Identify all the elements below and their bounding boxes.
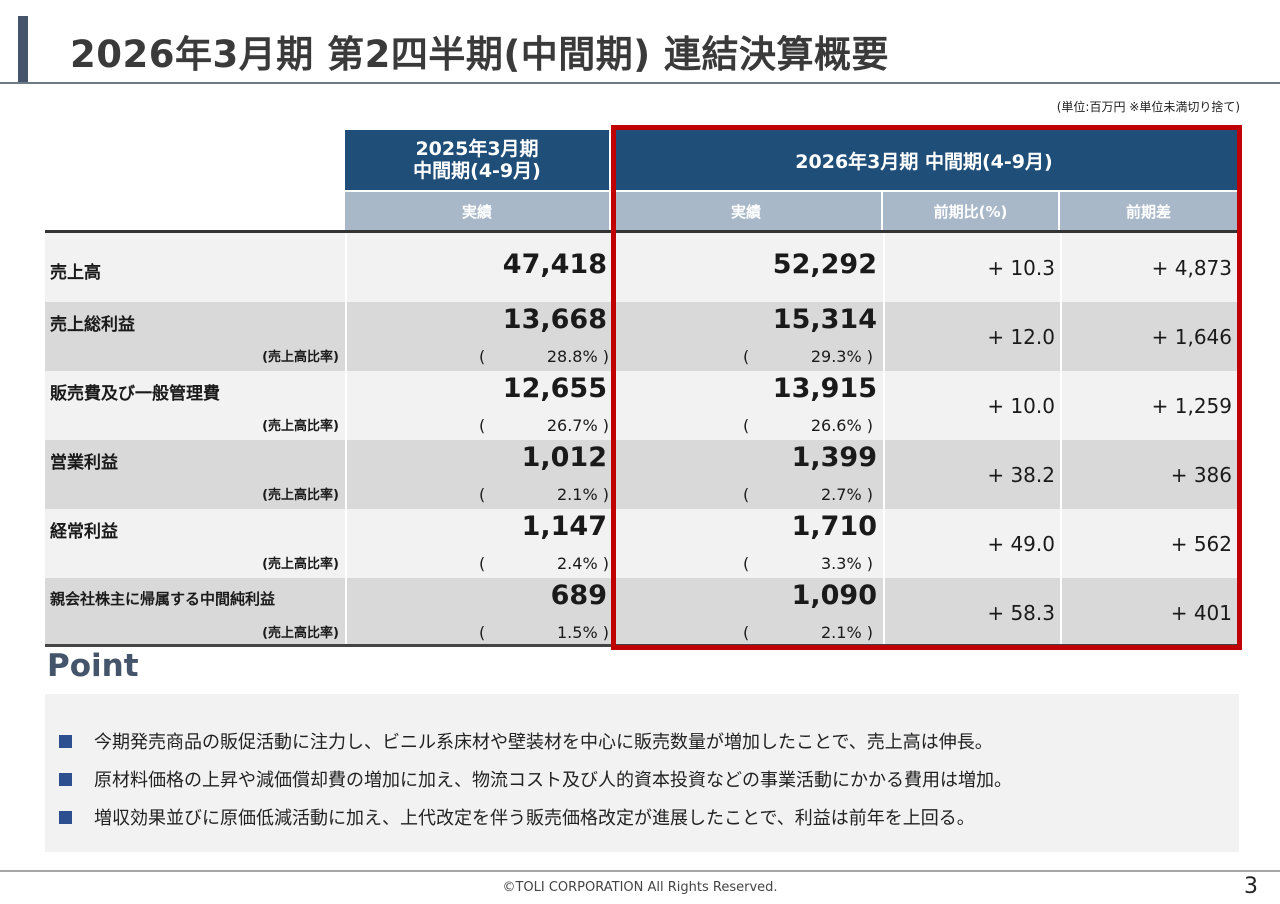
footer-divider xyxy=(0,870,1280,872)
curr-ratio: (29.3% ) xyxy=(743,347,873,366)
row-label: 売上高 xyxy=(50,263,101,283)
prev-actual-value: 12,655 xyxy=(502,373,607,404)
table-row: 売上総利益 (売上高比率) 13,668 (28.8% ) 15,314 (29… xyxy=(45,302,1237,371)
square-bullet-icon xyxy=(59,810,72,824)
table-row: 親会社株主に帰属する中間純利益 (売上高比率) 689 (1.5% ) 1,09… xyxy=(45,578,1237,647)
ratio-label: (売上高比率) xyxy=(262,557,339,572)
yoy-pct-value: + 58.3 xyxy=(987,600,1055,625)
point-bullet: 増収効果並びに原価低減活動に加え、上代改定を伴う販売価格改定が進展したことで、利… xyxy=(59,804,975,830)
curr-ratio: (3.3% ) xyxy=(743,554,873,573)
curr-actual-header: 実績 xyxy=(611,192,881,230)
yoy-pct-value: + 49.0 xyxy=(987,531,1055,556)
page-number: 3 xyxy=(1244,874,1258,899)
yoy-diff-value: + 1,259 xyxy=(1151,393,1232,418)
yoy-diff-value: + 401 xyxy=(1170,600,1232,625)
prev-period-header-line2: 中間期(4-9月) xyxy=(413,160,541,182)
curr-actual-value: 1,399 xyxy=(791,442,877,473)
square-bullet-icon xyxy=(59,734,72,748)
point-bullet-text: 今期発売商品の販促活動に注力し、ビニル系床材や壁装材を中心に販売数量が増加したこ… xyxy=(94,732,993,753)
curr-period-header: 2026年3月期 中間期(4-9月) xyxy=(611,130,1237,190)
yoy-pct-header: 前期比(%) xyxy=(883,192,1058,230)
curr-ratio: (2.7% ) xyxy=(743,485,873,504)
yoy-diff-value: + 1,646 xyxy=(1151,324,1232,349)
title-accent-bar xyxy=(18,16,28,82)
prev-period-header: 2025年3月期 中間期(4-9月) xyxy=(345,130,609,190)
yoy-pct-value: + 38.2 xyxy=(987,462,1055,487)
prev-actual-header: 実績 xyxy=(345,192,609,230)
row-label: 売上総利益 xyxy=(50,315,135,335)
square-bullet-icon xyxy=(59,772,72,786)
row-label: 販売費及び一般管理費 xyxy=(50,384,220,404)
copyright: ©TOLI CORPORATION All Rights Reserved. xyxy=(502,880,778,895)
unit-note: (単位:百万円 ※単位未満切り捨て) xyxy=(1056,100,1240,114)
row-label: 親会社株主に帰属する中間純利益 xyxy=(50,590,276,608)
ratio-label: (売上高比率) xyxy=(262,626,339,641)
ratio-label: (売上高比率) xyxy=(262,419,339,434)
curr-ratio: (2.1% ) xyxy=(743,623,873,642)
yoy-pct-value: + 10.0 xyxy=(987,393,1055,418)
yoy-diff-header: 前期差 xyxy=(1060,192,1237,230)
yoy-diff-value: + 386 xyxy=(1170,462,1232,487)
curr-actual-value: 1,090 xyxy=(791,580,877,611)
curr-actual-value: 13,915 xyxy=(772,373,877,404)
prev-ratio: (26.7% ) xyxy=(479,416,609,435)
prev-actual-value: 689 xyxy=(550,580,607,611)
curr-actual-value: 15,314 xyxy=(772,304,877,335)
point-heading: Point xyxy=(47,648,139,684)
title-divider xyxy=(0,82,1280,84)
prev-actual-value: 1,012 xyxy=(521,442,607,473)
prev-actual-value: 47,418 xyxy=(502,249,607,280)
header-divider xyxy=(45,230,1237,233)
table-bottom-divider xyxy=(45,644,1237,647)
row-label: 経常利益 xyxy=(50,522,118,542)
prev-ratio: (28.8% ) xyxy=(479,347,609,366)
page-title: 2026年3月期 第2四半期(中間期) 連結決算概要 xyxy=(70,33,890,76)
curr-ratio: (26.6% ) xyxy=(743,416,873,435)
yoy-diff-value: + 562 xyxy=(1170,531,1232,556)
yoy-diff-value: + 4,873 xyxy=(1151,255,1232,280)
prev-period-header-line1: 2025年3月期 xyxy=(415,138,539,160)
prev-ratio: (2.1% ) xyxy=(479,485,609,504)
prev-ratio: (1.5% ) xyxy=(479,623,609,642)
table-row: 経常利益 (売上高比率) 1,147 (2.4% ) 1,710 (3.3% )… xyxy=(45,509,1237,578)
ratio-label: (売上高比率) xyxy=(262,488,339,503)
curr-actual-value: 52,292 xyxy=(772,249,877,280)
curr-actual-value: 1,710 xyxy=(791,511,877,542)
point-bullet-text: 原材料価格の上昇や減価償却費の増加に加え、物流コスト及び人的資本投資などの事業活… xyxy=(94,770,1012,791)
ratio-label: (売上高比率) xyxy=(262,350,339,365)
point-bullet: 今期発売商品の販促活動に注力し、ビニル系床材や壁装材を中心に販売数量が増加したこ… xyxy=(59,728,993,754)
table-row: 販売費及び一般管理費 (売上高比率) 12,655 (26.7% ) 13,91… xyxy=(45,371,1237,440)
yoy-pct-value: + 12.0 xyxy=(987,324,1055,349)
table-row: 売上高 47,418 52,292 + 10.3 + 4,873 xyxy=(45,233,1237,302)
point-bullet: 原材料価格の上昇や減価償却費の増加に加え、物流コスト及び人的資本投資などの事業活… xyxy=(59,766,1012,792)
point-bullet-text: 増収効果並びに原価低減活動に加え、上代改定を伴う販売価格改定が進展したことで、利… xyxy=(94,808,975,829)
prev-actual-value: 13,668 xyxy=(502,304,607,335)
table-row: 営業利益 (売上高比率) 1,012 (2.1% ) 1,399 (2.7% )… xyxy=(45,440,1237,509)
yoy-pct-value: + 10.3 xyxy=(987,255,1055,280)
prev-ratio: (2.4% ) xyxy=(479,554,609,573)
prev-actual-value: 1,147 xyxy=(521,511,607,542)
point-box: 今期発売商品の販促活動に注力し、ビニル系床材や壁装材を中心に販売数量が増加したこ… xyxy=(45,694,1239,852)
row-label: 営業利益 xyxy=(50,453,118,473)
